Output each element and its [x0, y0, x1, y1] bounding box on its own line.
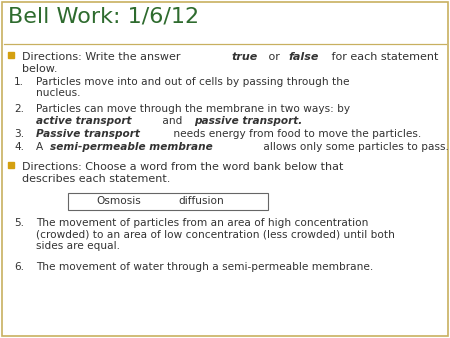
Text: sides are equal.: sides are equal. [36, 241, 120, 251]
Text: diffusion: diffusion [178, 196, 224, 207]
Text: nucleus.: nucleus. [36, 89, 81, 98]
Text: (crowded) to an area of low concentration (less crowded) until both: (crowded) to an area of low concentratio… [36, 230, 395, 240]
Text: Osmosis: Osmosis [96, 196, 141, 207]
Text: true: true [231, 52, 257, 62]
Bar [8, 162, 14, 168]
Bar [8, 52, 14, 58]
Text: semi-permeable membrane: semi-permeable membrane [50, 142, 212, 152]
Text: or: or [265, 52, 284, 62]
Text: The movement of water through a semi-permeable membrane.: The movement of water through a semi-per… [36, 262, 373, 272]
Text: Directions: Choose a word from the word bank below that: Directions: Choose a word from the word … [22, 162, 343, 172]
Text: below.: below. [22, 64, 58, 73]
Text: passive transport.: passive transport. [194, 116, 302, 125]
Text: Passive transport: Passive transport [36, 129, 140, 139]
Text: needs energy from food to move the particles.: needs energy from food to move the parti… [170, 129, 421, 139]
Text: false: false [288, 52, 319, 62]
Text: 6.: 6. [14, 262, 24, 272]
FancyBboxPatch shape [2, 2, 448, 336]
Text: Bell Work: 1/6/12: Bell Work: 1/6/12 [8, 6, 199, 26]
Text: 3.: 3. [14, 129, 24, 139]
Text: 5.: 5. [14, 218, 24, 228]
Bar [68, 193, 268, 210]
Text: active transport: active transport [36, 116, 131, 125]
Text: A: A [36, 142, 46, 152]
Text: 4.: 4. [14, 142, 24, 152]
Text: 1.: 1. [14, 77, 24, 87]
Text: Directions: Write the answer: Directions: Write the answer [22, 52, 184, 62]
Text: 2.: 2. [14, 104, 24, 114]
Text: and: and [159, 116, 186, 125]
Text: describes each statement.: describes each statement. [22, 173, 171, 184]
Text: Particles move into and out of cells by passing through the: Particles move into and out of cells by … [36, 77, 350, 87]
Text: Particles can move through the membrane in two ways: by: Particles can move through the membrane … [36, 104, 350, 114]
Text: for each statement: for each statement [328, 52, 438, 62]
Text: allows only some particles to pass.: allows only some particles to pass. [260, 142, 448, 152]
Text: The movement of particles from an area of high concentration: The movement of particles from an area o… [36, 218, 369, 228]
